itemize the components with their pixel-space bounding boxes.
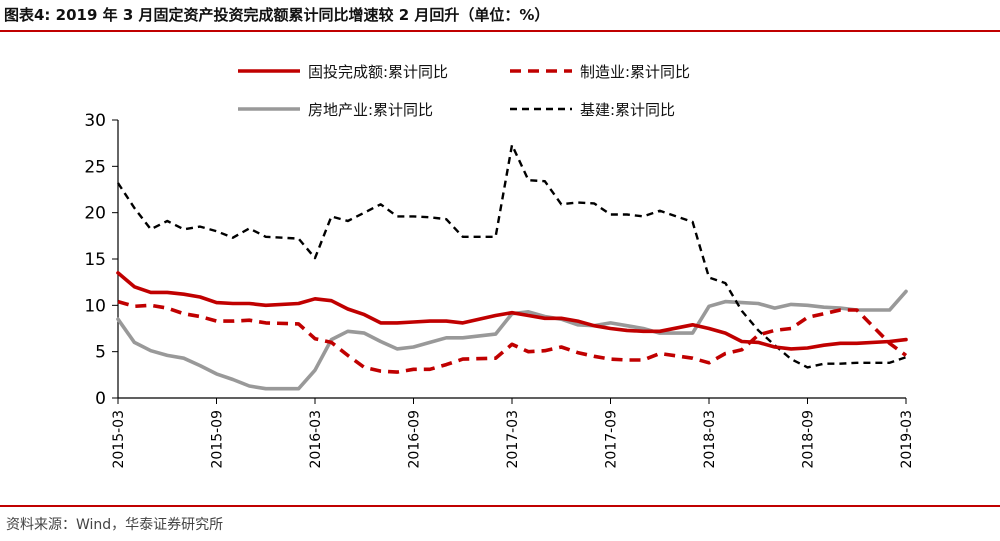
y-tick-label: 0 <box>95 389 106 409</box>
y-tick-label: 10 <box>84 296 106 316</box>
x-tick-label: 2017-09 <box>604 410 620 469</box>
chart-title: 图表4: 2019 年 3 月固定资产投资完成额累计同比增速较 2 月回升（单位… <box>4 6 550 24</box>
series-line-0 <box>116 271 908 351</box>
y-tick-label: 5 <box>95 343 106 363</box>
legend-label: 制造业:累计同比 <box>580 63 690 81</box>
y-tick-label: 15 <box>84 250 106 270</box>
bottom-rule <box>0 505 1000 507</box>
series-line-1 <box>117 299 908 374</box>
source-note: 资料来源：Wind，华泰证券研究所 <box>6 517 224 533</box>
legend-label: 基建:累计同比 <box>580 101 675 119</box>
y-tick-label: 20 <box>84 204 106 224</box>
y-tick-label: 25 <box>84 157 106 177</box>
x-tick-label: 2016-09 <box>407 410 423 469</box>
x-tick-label: 2018-03 <box>702 410 718 469</box>
series-line-3 <box>116 143 907 369</box>
x-tick-label: 2018-09 <box>801 410 817 469</box>
x-tick-label: 2017-03 <box>505 410 521 469</box>
legend-label: 房地产业:累计同比 <box>308 101 433 119</box>
y-tick-label: 30 <box>84 111 106 131</box>
x-tick-label: 2019-03 <box>899 410 915 469</box>
top-rule <box>0 30 1000 32</box>
axes <box>112 119 907 404</box>
tick-labels: 0 5 10 15 20 25 30 2015-03 2015-09 2016-03 2016-09… <box>84 111 915 469</box>
series-lines <box>116 143 908 391</box>
x-tick-label: 2015-03 <box>111 410 127 469</box>
series-line-2 <box>116 289 908 391</box>
header: 图表4: 2019 年 3 月固定资产投资完成额累计同比增速较 2 月回升（单位… <box>0 0 1000 32</box>
x-tick-label: 2015-09 <box>210 410 226 469</box>
legend-label: 固投完成额:累计同比 <box>308 63 448 81</box>
x-tick-label: 2016-03 <box>308 410 324 469</box>
